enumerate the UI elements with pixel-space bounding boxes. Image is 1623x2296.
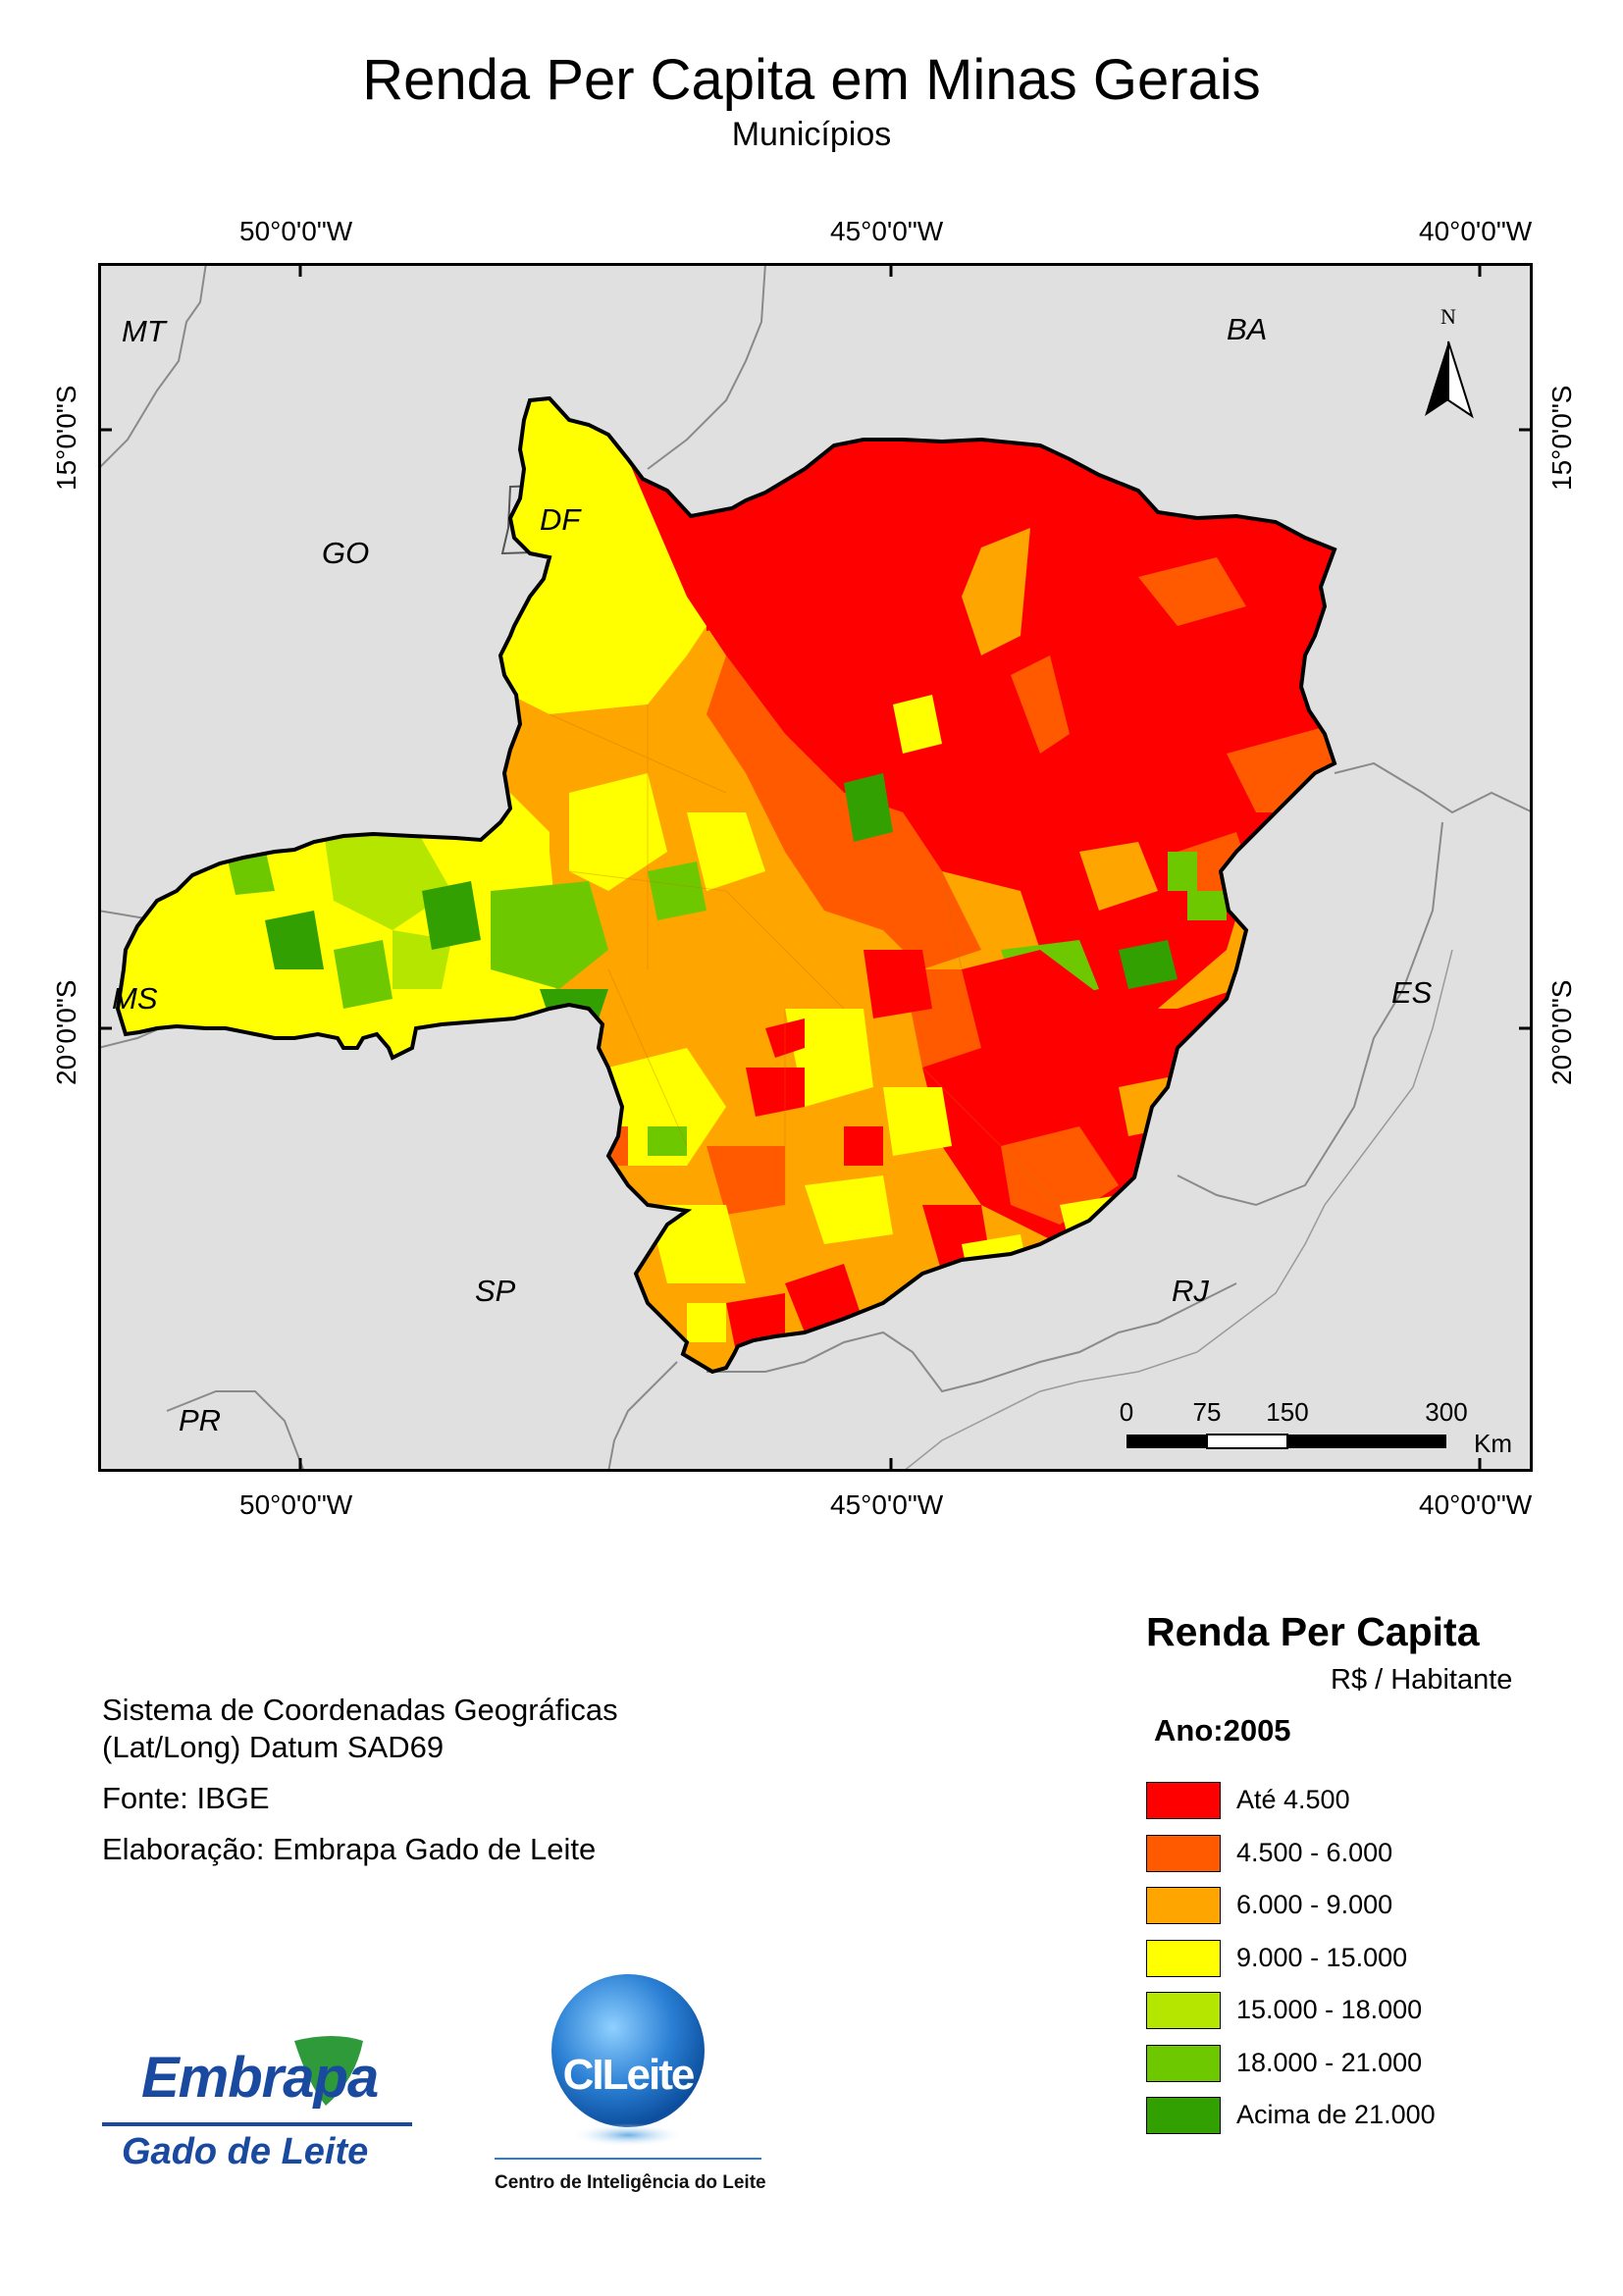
legend-label: Até 4.500 bbox=[1236, 1785, 1350, 1814]
state-boundaries bbox=[98, 263, 1533, 1472]
scale-tick-300: 300 bbox=[1425, 1397, 1467, 1427]
lat-label-right-20s: 20°0'0"S bbox=[1546, 979, 1577, 1085]
lat-label-right-15s: 15°0'0"S bbox=[1546, 385, 1577, 491]
cileite-globe-icon bbox=[495, 1974, 761, 2160]
cileite-wordmark: CILeite bbox=[562, 2051, 696, 2099]
state-label-sp: SP bbox=[475, 1274, 516, 1308]
state-label-ms: MS bbox=[112, 981, 158, 1016]
legend-label: 18.000 - 21.000 bbox=[1236, 2047, 1423, 2077]
state-label-go: GO bbox=[322, 536, 369, 570]
scale-unit: Km bbox=[1474, 1429, 1512, 1458]
legend-swatch bbox=[1146, 1939, 1221, 1977]
scale-tick-150: 150 bbox=[1266, 1397, 1308, 1427]
lon-label-top-45w: 45°0'0"W bbox=[830, 216, 944, 246]
legend-swatch bbox=[1146, 1992, 1221, 2029]
lon-label-top-40w: 40°0'0"W bbox=[1419, 216, 1533, 246]
embrapa-divider bbox=[102, 2122, 412, 2126]
state-label-es: ES bbox=[1391, 975, 1433, 1010]
legend-swatch bbox=[1146, 2097, 1221, 2134]
legend-swatch bbox=[1146, 2044, 1221, 2082]
map-title: Renda Per Capita em Minas Gerais bbox=[362, 48, 1261, 112]
north-arrow-label: N bbox=[1440, 304, 1456, 329]
lon-label-bottom-45w: 45°0'0"W bbox=[830, 1489, 944, 1520]
lat-label-left-20s: 20°0'0"S bbox=[51, 979, 81, 1085]
embrapa-subtitle: Gado de Leite bbox=[122, 2131, 369, 2172]
map-frame bbox=[98, 263, 1533, 1472]
embrapa-leaf-icon bbox=[294, 2036, 363, 2106]
cileite-logo: CILeite Centro de Inteligência do Leite bbox=[491, 1962, 766, 2208]
legend-swatch bbox=[1146, 1782, 1221, 1819]
legend-title: Renda Per Capita bbox=[1146, 1609, 1480, 1654]
choropleth-map: MT BA GO DF MS ES SP RJ PR N 0 75 150 30… bbox=[98, 263, 1533, 1472]
embrapa-wordmark: Embrapa bbox=[141, 2046, 379, 2110]
legend-unit: R$ / Habitante bbox=[1331, 1664, 1513, 1696]
cileite-caption: Centro de Inteligência do Leite bbox=[495, 2172, 766, 2193]
coastline bbox=[902, 949, 1453, 1472]
scale-tick-75: 75 bbox=[1193, 1397, 1222, 1427]
legend-label: 9.000 - 15.000 bbox=[1236, 1942, 1408, 1972]
legend-swatch bbox=[1146, 1887, 1221, 1924]
state-label-ba: BA bbox=[1227, 312, 1267, 346]
legend-label: Acima de 21.000 bbox=[1236, 2100, 1436, 2129]
lon-label-bottom-40w: 40°0'0"W bbox=[1419, 1489, 1533, 1520]
legend-swatch bbox=[1146, 1834, 1221, 1872]
lon-label-bottom-50w: 50°0'0"W bbox=[239, 1489, 353, 1520]
scale-bar: 0 75 150 300 Km bbox=[1120, 1397, 1512, 1458]
map-subtitle: Municípios bbox=[731, 116, 892, 153]
state-label-pr: PR bbox=[179, 1403, 221, 1437]
state-label-df: DF bbox=[540, 502, 582, 537]
legend-label: 4.500 - 6.000 bbox=[1236, 1837, 1393, 1867]
coord-system-line2: (Lat/Long) Datum SAD69 bbox=[102, 1730, 445, 1764]
legend-label: 6.000 - 9.000 bbox=[1236, 1890, 1393, 1919]
source-note: Fonte: IBGE bbox=[102, 1781, 270, 1815]
lon-label-top-50w: 50°0'0"W bbox=[239, 216, 353, 246]
embrapa-logo: Embrapa Gado de Leite bbox=[98, 2021, 432, 2198]
state-label-mt: MT bbox=[122, 314, 168, 348]
map-notes: Sistema de Coordenadas Geográficas (Lat/… bbox=[102, 1692, 618, 1882]
author-note: Elaboração: Embrapa Gado de Leite bbox=[102, 1832, 597, 1866]
coord-system-line1: Sistema de Coordenadas Geográficas bbox=[102, 1693, 618, 1727]
scale-tick-0: 0 bbox=[1120, 1397, 1133, 1427]
legend-year: Ano:2005 bbox=[1154, 1713, 1291, 1748]
lat-label-left-15s: 15°0'0"S bbox=[51, 385, 81, 491]
legend-label: 15.000 - 18.000 bbox=[1236, 1995, 1423, 2024]
north-arrow: N bbox=[1425, 304, 1474, 419]
minas-gerais-outline bbox=[115, 395, 1337, 1375]
state-label-rj: RJ bbox=[1172, 1274, 1209, 1308]
